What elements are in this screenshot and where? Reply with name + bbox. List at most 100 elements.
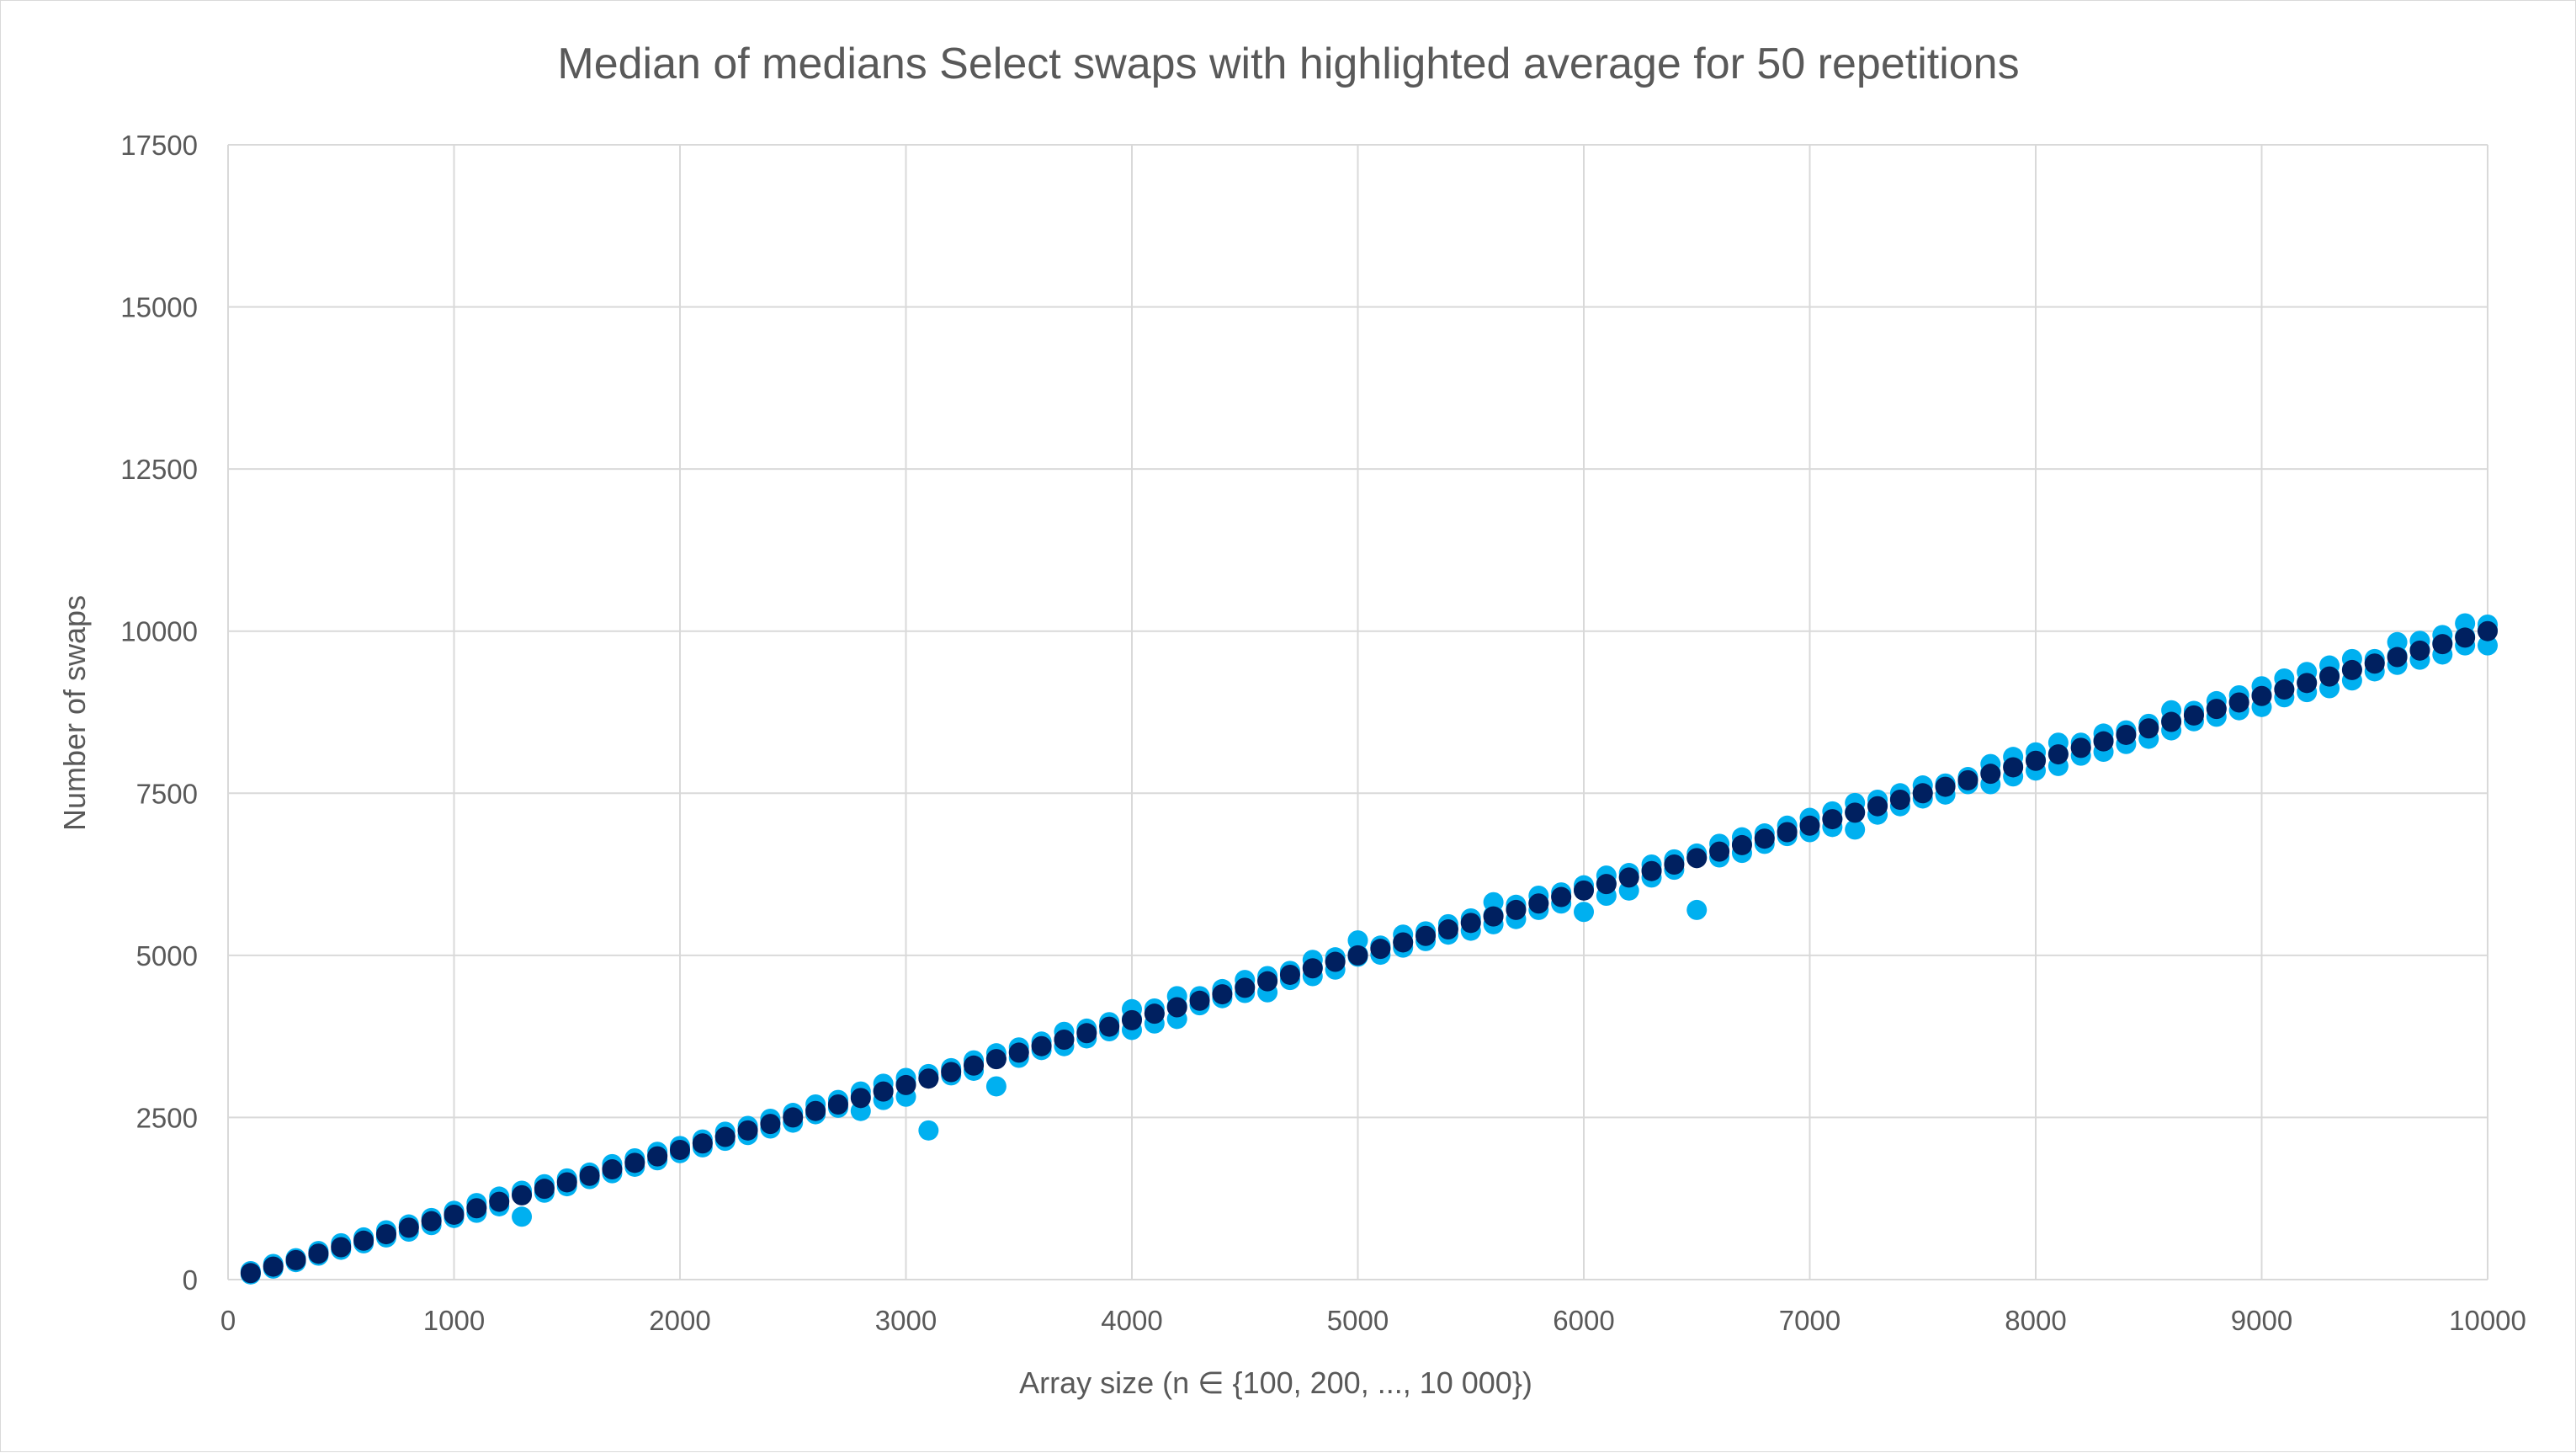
average-point <box>2455 627 2476 648</box>
average-point <box>964 1055 985 1076</box>
average-point <box>624 1152 645 1174</box>
average-point <box>1709 841 1730 862</box>
average-point <box>1122 1009 1142 1030</box>
average-point <box>918 1068 939 1089</box>
average-point <box>1777 822 1798 843</box>
average-point <box>1235 977 1256 998</box>
average-point <box>2251 685 2272 706</box>
x-axis-label: Array size (n ∈ {100, 200, ..., 10 000}) <box>1019 1365 1532 1400</box>
y-axis-label: Number of swaps <box>57 595 92 831</box>
average-point <box>353 1230 374 1251</box>
average-point <box>2003 757 2024 778</box>
average-point <box>1957 769 1978 790</box>
average-point <box>1528 893 1549 914</box>
average-point <box>2026 750 2046 771</box>
x-tick-label: 7000 <box>1779 1305 1840 1336</box>
repetition-point <box>918 1120 939 1141</box>
average-point <box>1799 815 1820 836</box>
average-point <box>240 1263 261 1284</box>
y-tick-label: 15000 <box>120 292 198 323</box>
average-point <box>2070 737 2091 758</box>
average-point <box>2048 744 2069 765</box>
average-point <box>1822 809 1843 830</box>
x-tick-label: 10000 <box>2449 1305 2526 1336</box>
average-point <box>2228 692 2249 713</box>
average-point <box>1912 783 1933 804</box>
average-point <box>1347 945 1368 966</box>
average-point <box>2341 659 2362 680</box>
y-tick-label: 7500 <box>136 778 198 809</box>
average-point <box>489 1191 510 1212</box>
y-tick-label: 10000 <box>120 616 198 647</box>
average-point <box>895 1074 916 1095</box>
average-point <box>760 1114 781 1135</box>
average-point <box>1889 789 1910 810</box>
average-point <box>1325 951 1346 972</box>
average-point <box>466 1198 487 1219</box>
average-point <box>1641 860 1662 881</box>
average-point <box>2116 724 2137 745</box>
repetition-point <box>985 1076 1006 1097</box>
x-tick-label: 5000 <box>1327 1305 1389 1336</box>
average-point <box>1867 796 1888 817</box>
average-point <box>1980 764 2001 785</box>
average-point <box>375 1224 396 1245</box>
average-point <box>1393 932 1414 953</box>
average-point <box>1076 1023 1097 1044</box>
average-point <box>2387 647 2408 668</box>
average-point <box>1302 958 1323 979</box>
x-tick-label: 1000 <box>423 1305 485 1336</box>
average-point <box>1686 848 1708 869</box>
average-point <box>2183 705 2204 726</box>
average-points <box>240 620 2498 1284</box>
x-tick-label: 6000 <box>1553 1305 1614 1336</box>
gridlines <box>227 144 2488 1280</box>
repetition-points <box>240 613 2498 1285</box>
average-point <box>1618 867 1639 888</box>
y-tick-label: 2500 <box>136 1102 198 1133</box>
y-tick-label: 17500 <box>120 130 198 161</box>
x-tick-label: 9000 <box>2231 1305 2292 1336</box>
average-point <box>2409 640 2430 661</box>
average-point <box>1754 828 1775 849</box>
average-point <box>1935 776 1956 797</box>
average-point <box>1664 854 1685 876</box>
average-point <box>985 1049 1006 1070</box>
average-point <box>1460 913 1481 934</box>
average-point <box>1166 997 1187 1018</box>
average-point <box>1054 1029 1075 1050</box>
average-point <box>263 1256 284 1277</box>
average-point <box>285 1249 306 1270</box>
average-point <box>941 1062 962 1083</box>
average-point <box>1008 1042 1029 1063</box>
average-point <box>1415 925 1437 946</box>
average-point <box>2319 666 2340 687</box>
average-point <box>1144 1003 1165 1025</box>
average-point <box>2206 699 2227 720</box>
repetition-point <box>1845 819 1866 840</box>
average-point <box>1483 906 1504 927</box>
average-point <box>2274 679 2295 700</box>
average-point <box>737 1120 758 1141</box>
average-point <box>1574 880 1594 901</box>
repetition-point <box>512 1206 533 1227</box>
average-point <box>873 1081 894 1102</box>
average-point <box>602 1159 623 1180</box>
average-point <box>1031 1035 1052 1056</box>
average-point <box>827 1094 848 1115</box>
average-point <box>421 1211 442 1232</box>
average-point <box>670 1139 690 1160</box>
average-point <box>1596 874 1617 895</box>
average-point <box>1099 1016 1120 1037</box>
average-point <box>1279 964 1300 985</box>
repetition-point <box>1686 899 1708 920</box>
average-point <box>2478 620 2498 641</box>
average-point <box>1212 984 1233 1005</box>
x-tick-label: 8000 <box>2005 1305 2066 1336</box>
average-point <box>1437 919 1458 940</box>
average-point <box>2297 673 2318 694</box>
average-point <box>2093 731 2114 752</box>
x-tick-label: 2000 <box>649 1305 710 1336</box>
average-point <box>308 1243 329 1264</box>
